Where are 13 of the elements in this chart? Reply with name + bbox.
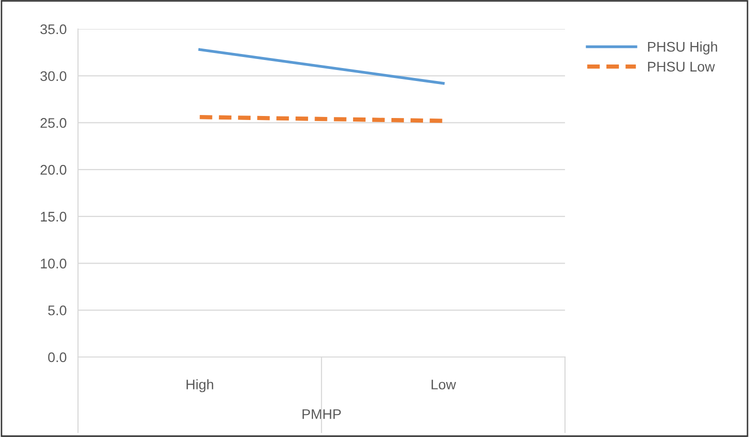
x-axis-title: PMHP (302, 409, 341, 419)
y-tick-label: 20.0 (40, 164, 66, 175)
y-tick-label: 35.0 (40, 24, 66, 34)
x-tick-label: High (186, 379, 214, 392)
y-tick-label: 10.0 (40, 258, 66, 268)
legend-label: PHSU High (648, 42, 718, 54)
y-tick-label: 25.0 (40, 118, 66, 128)
y-tick-label: 15.0 (40, 212, 66, 222)
x-tick-label: Low (432, 380, 456, 390)
y-tick-label: 30.0 (40, 71, 66, 82)
legend-label: PHSU Low (648, 62, 715, 72)
y-tick-label: 0.0 (48, 352, 66, 362)
y-tick-label: 5.0 (48, 305, 66, 316)
